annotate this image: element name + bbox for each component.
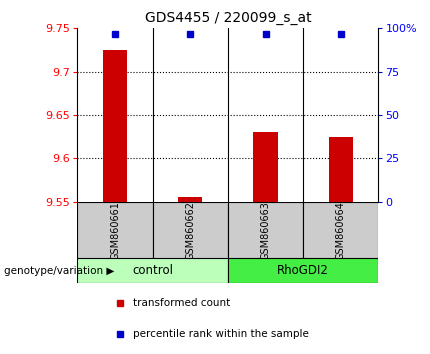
Text: GSM860661: GSM860661 xyxy=(110,201,120,259)
Text: transformed count: transformed count xyxy=(133,298,230,308)
Text: GSM860662: GSM860662 xyxy=(185,201,195,259)
Bar xyxy=(77,202,153,258)
Bar xyxy=(178,196,203,202)
Bar xyxy=(228,202,303,258)
Text: GSM860663: GSM860663 xyxy=(261,201,270,259)
Text: percentile rank within the sample: percentile rank within the sample xyxy=(133,329,309,339)
Bar xyxy=(103,50,127,202)
Text: RhoGDI2: RhoGDI2 xyxy=(277,264,329,277)
Bar xyxy=(153,202,228,258)
Text: genotype/variation ▶: genotype/variation ▶ xyxy=(4,266,115,276)
Text: GSM860664: GSM860664 xyxy=(336,201,346,259)
Bar xyxy=(77,258,228,283)
Bar xyxy=(329,137,353,202)
Bar xyxy=(253,132,277,202)
Text: control: control xyxy=(132,264,173,277)
Bar xyxy=(303,202,378,258)
Title: GDS4455 / 220099_s_at: GDS4455 / 220099_s_at xyxy=(144,11,311,24)
Bar xyxy=(228,258,378,283)
